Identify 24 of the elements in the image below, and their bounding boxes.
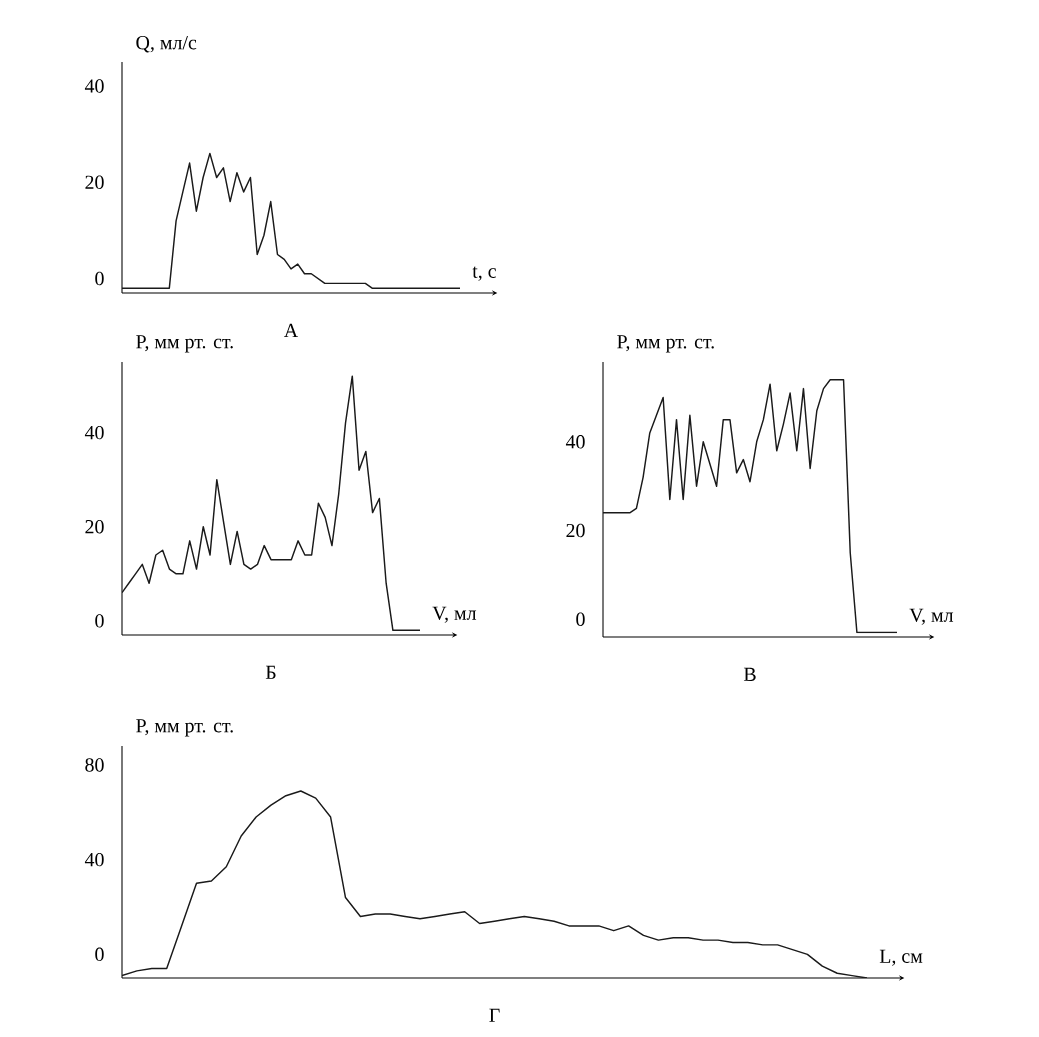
- y-axis-title: P, мм рт. ст.: [136, 335, 233, 353]
- y-tick-label: 40: [84, 852, 104, 867]
- y-tick-label: 40: [84, 425, 104, 440]
- text: А: [283, 323, 299, 337]
- x-axis-title: t, с: [472, 266, 496, 281]
- text: Г: [489, 1008, 500, 1022]
- x-axis-title: V, мл: [432, 606, 477, 623]
- y-tick-label: 20: [566, 523, 585, 538]
- x-axis-title: L, см: [879, 949, 923, 966]
- y-axis-title: Q, мл/с: [136, 36, 197, 53]
- x-axis-title: V, мл: [909, 608, 954, 625]
- y-tick-label: 0: [95, 614, 104, 628]
- y-tick-label: 0: [576, 612, 585, 626]
- y-axis-title: P, мм рт. ст.: [617, 335, 714, 353]
- y-tick-label: 40: [565, 435, 585, 449]
- y-tick-label: 0: [95, 947, 104, 962]
- text: Б: [265, 665, 276, 679]
- y-axis-title: P, мм рт. ст.: [136, 719, 233, 737]
- y-tick-label: 20: [85, 520, 104, 534]
- y-tick-label: 80: [85, 758, 104, 772]
- y-tick-label: 20: [85, 175, 104, 190]
- y-tick-label: 0: [95, 271, 104, 286]
- y-tick-label: 40: [84, 79, 104, 93]
- text: В: [743, 667, 756, 681]
